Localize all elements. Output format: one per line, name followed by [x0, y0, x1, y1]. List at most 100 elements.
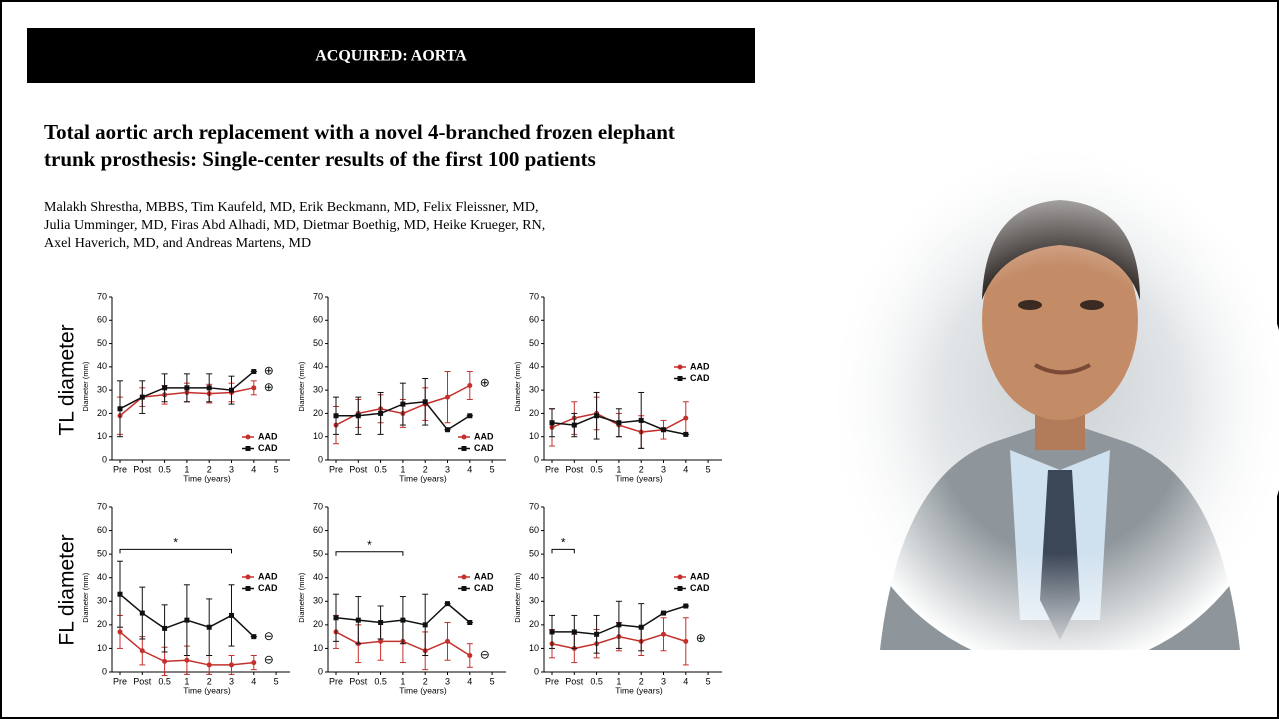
chart-panel: 010203040506070PrePost0.512345Time (year… — [513, 501, 722, 695]
point — [683, 639, 688, 644]
point — [550, 420, 555, 425]
significance-label: * — [561, 536, 566, 550]
legend-label: AAD — [474, 431, 494, 441]
y-tick-label: 70 — [97, 291, 107, 301]
y-axis-label: Diameter (mm) — [81, 361, 90, 412]
y-tick-label: 30 — [313, 385, 323, 395]
x-tick-label: Post — [565, 676, 584, 686]
x-tick-label: 4 — [251, 676, 256, 686]
point — [251, 660, 256, 665]
y-tick-label: 20 — [97, 408, 107, 418]
y-tick-label: 30 — [529, 385, 539, 395]
legend-label: CAD — [690, 583, 710, 593]
annotation: ⊕ — [264, 364, 274, 378]
y-tick-label: 0 — [318, 666, 323, 676]
y-axis-label: Diameter (mm) — [513, 572, 522, 623]
annotation: ⊖ — [480, 648, 490, 662]
x-tick-label: 0.5 — [158, 676, 171, 686]
y-tick-label: 60 — [97, 525, 107, 535]
y-tick-label: 10 — [529, 431, 539, 441]
point — [445, 427, 450, 432]
point — [207, 662, 212, 667]
y-tick-label: 60 — [97, 315, 107, 325]
y-tick-label: 0 — [102, 454, 107, 464]
y-tick-label: 50 — [313, 338, 323, 348]
point — [616, 622, 621, 627]
x-tick-label: Pre — [113, 464, 127, 474]
x-tick-label: 4 — [251, 464, 256, 474]
point — [683, 604, 688, 609]
x-tick-label: 4 — [683, 676, 688, 686]
x-tick-label: Post — [565, 464, 584, 474]
point — [251, 385, 256, 390]
annotation: ⊖ — [264, 652, 274, 666]
point — [572, 423, 577, 428]
article-title: trunk prosthesis: Single-center results … — [44, 147, 596, 171]
point — [661, 632, 666, 637]
legend-marker — [462, 586, 467, 591]
point — [207, 385, 212, 390]
y-tick-label: 0 — [534, 666, 539, 676]
point — [378, 620, 383, 625]
legend-marker — [462, 435, 467, 440]
y-tick-label: 70 — [529, 501, 539, 511]
y-tick-label: 0 — [534, 454, 539, 464]
x-axis-label: Time (years) — [399, 685, 447, 695]
point — [400, 402, 405, 407]
y-tick-label: 70 — [313, 501, 323, 511]
y-tick-label: 20 — [529, 408, 539, 418]
x-tick-label: 4 — [467, 676, 472, 686]
x-tick-label: 5 — [490, 676, 495, 686]
point — [683, 416, 688, 421]
point — [445, 639, 450, 644]
point — [467, 383, 472, 388]
point — [639, 418, 644, 423]
y-tick-label: 40 — [529, 361, 539, 371]
point — [467, 620, 472, 625]
row-label: TL diameter — [56, 324, 79, 435]
y-tick-label: 50 — [529, 549, 539, 559]
y-axis-label: Diameter (mm) — [81, 572, 90, 623]
x-tick-label: 5 — [706, 464, 711, 474]
x-tick-label: Pre — [329, 464, 343, 474]
y-tick-label: 10 — [97, 643, 107, 653]
point — [445, 395, 450, 400]
legend-marker — [246, 446, 251, 451]
legend-label: AAD — [690, 361, 710, 371]
point — [423, 399, 428, 404]
y-tick-label: 40 — [529, 572, 539, 582]
point — [140, 648, 145, 653]
y-tick-label: 60 — [529, 525, 539, 535]
y-tick-label: 40 — [97, 361, 107, 371]
y-tick-label: 60 — [529, 315, 539, 325]
point — [229, 388, 234, 393]
point — [467, 413, 472, 418]
y-tick-label: 60 — [313, 315, 323, 325]
x-axis-label: Time (years) — [399, 473, 447, 483]
point — [207, 625, 212, 630]
legend-marker — [246, 435, 251, 440]
x-tick-label: Pre — [545, 676, 559, 686]
legend-label: AAD — [258, 571, 278, 581]
point — [184, 618, 189, 623]
row-label: FL diameter — [56, 534, 79, 645]
y-tick-label: 30 — [529, 596, 539, 606]
banner-text: ACQUIRED: AORTA — [315, 48, 467, 65]
x-axis-label: Time (years) — [615, 473, 663, 483]
portrait-photo — [830, 150, 1279, 670]
point — [118, 629, 123, 634]
legend-label: CAD — [474, 583, 494, 593]
author-line: Malakh Shrestha, MBBS, Tim Kaufeld, MD, … — [44, 200, 538, 215]
legend-marker — [462, 446, 467, 451]
x-tick-label: Post — [133, 464, 152, 474]
x-tick-label: Post — [349, 676, 368, 686]
x-tick-label: Pre — [545, 464, 559, 474]
slide: ACQUIRED: AORTA Total aortic arch replac… — [0, 0, 1279, 719]
x-tick-label: 0.5 — [590, 464, 603, 474]
x-axis-label: Time (years) — [615, 685, 663, 695]
point — [162, 626, 167, 631]
point — [616, 420, 621, 425]
